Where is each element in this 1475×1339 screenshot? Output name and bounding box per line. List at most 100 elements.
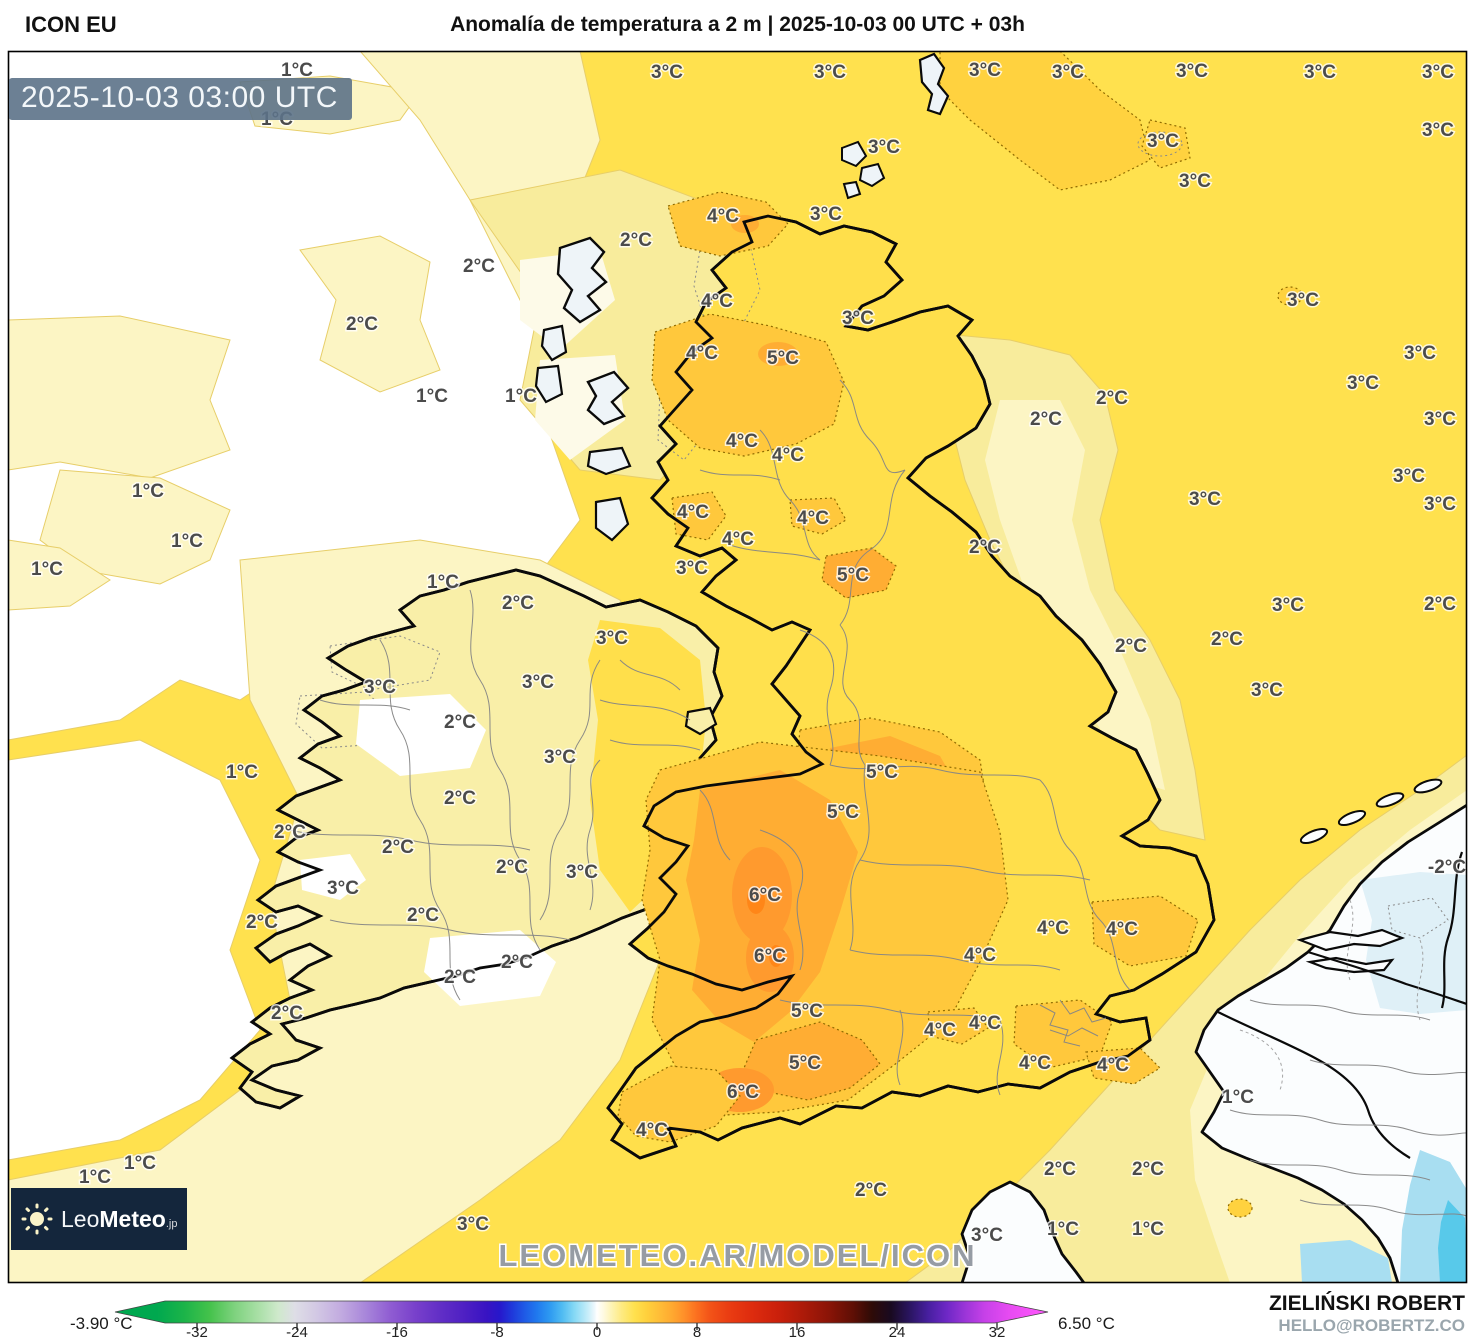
sengland-5c (743, 1021, 881, 1101)
continent-admin (1229, 1109, 1467, 1136)
temp-label: 5°C (767, 348, 799, 369)
kent-4c (1085, 1047, 1161, 1085)
temp-label: 3°C (566, 862, 598, 883)
temp-label: 2°C (463, 256, 495, 277)
logo-part1: Leo (61, 1205, 100, 1232)
temp-label: 1°C (124, 1153, 156, 1174)
isle-of-mull (586, 446, 632, 476)
temp-label: 3°C (544, 747, 576, 768)
colorbar-tick-label: -8 (490, 1324, 503, 1339)
country-border-be-fr (1217, 1011, 1411, 1159)
temp-label: 2°C (855, 1180, 887, 1201)
temp-label: 3°C (1251, 680, 1283, 701)
colorbar-min-label: -3.90 °C (70, 1314, 133, 1333)
continent-admin (1249, 1159, 1431, 1181)
temp-label: 3°C (1422, 62, 1454, 83)
sea-1c-patch (8, 315, 231, 479)
scotland-4c-low2 (789, 497, 847, 535)
sea-1c-patch (8, 539, 111, 611)
continent-admin (1249, 999, 1431, 1021)
temp-label: 5°C (866, 762, 898, 783)
temp-label: 3°C (596, 628, 628, 649)
temperature-labels: 3°C3°C3°C3°C3°C3°C3°C3°C3°C3°C3°C1°C1°C4… (30, 59, 1467, 1248)
continent-contour (1346, 899, 1354, 981)
temp-label: 2°C (346, 314, 378, 335)
temp-label: 3°C (969, 60, 1001, 81)
temp-label: 2°C (1044, 1159, 1076, 1180)
colorbar-max-label: 6.50 °C (1058, 1314, 1115, 1333)
atlantic-white-south (8, 739, 261, 1161)
orkney1 (841, 140, 868, 168)
temp-label: 4°C (924, 1020, 956, 1041)
sea-1c-patch (299, 235, 441, 393)
wales-6c-core2 (769, 945, 783, 967)
temp-label: 3°C (1304, 62, 1336, 83)
watermark: LEOMETEO.AR/MODEL/ICON (498, 1238, 977, 1273)
colorbar-gradient-bar (114, 1300, 1049, 1324)
continent-blue1 (1360, 872, 1467, 1014)
hebrides-lewis (556, 236, 608, 324)
temp-label: 2°C (1211, 629, 1243, 650)
page-title: Anomalía de temperatura a 2 m | 2025-10-… (450, 13, 1025, 36)
temp-label: 3°C (1147, 131, 1179, 152)
colorbar: -32 -24 -16 -8 0 8 16 24 32 (114, 1300, 1049, 1339)
hebrides-uist2 (534, 364, 564, 404)
temp-label: 2°C (1115, 636, 1147, 657)
eastanglia-4c (1091, 895, 1199, 967)
temp-label: 3°C (971, 1225, 1003, 1246)
wales-6c-core (747, 886, 765, 914)
temp-label: 6°C (749, 885, 781, 906)
temp-label: 3°C (1347, 373, 1379, 394)
temp-label: 3°C (814, 62, 846, 83)
author-contact: HELLO@ROBERTZ.CO (1278, 1316, 1465, 1335)
temp-label: 3°C (364, 677, 396, 698)
temp-label: 4°C (797, 508, 829, 529)
temp-label: 2°C (1030, 409, 1062, 430)
temp-label: 5°C (789, 1053, 821, 1074)
temp-label: 2°C (620, 230, 652, 251)
temp-label: 3°C (1189, 489, 1221, 510)
temp-label: 2°C (501, 952, 533, 973)
sea-1c-east-core (985, 400, 1165, 790)
temp-label: 3°C (1052, 62, 1084, 83)
continent-coastline (1194, 803, 1467, 1283)
temp-label: 2°C (246, 912, 278, 933)
temp-label: 3°C (1179, 171, 1211, 192)
temp-label: 1°C (1222, 1087, 1254, 1108)
temp-label: 6°C (754, 946, 786, 967)
temp-label: 2°C (444, 967, 476, 988)
orkney2 (858, 162, 886, 188)
colorbar-ticks: -32 -24 -16 -8 0 8 16 24 32 (186, 1323, 1005, 1339)
temp-label: 4°C (1097, 1055, 1129, 1076)
zeeland-island1 (1296, 928, 1406, 952)
temp-label: 1°C (427, 572, 459, 593)
temp-label: 4°C (1019, 1053, 1051, 1074)
temp-label: 3°C (1404, 343, 1436, 364)
continent-blue2b (1300, 1240, 1392, 1283)
temp-label: 3°C (868, 137, 900, 158)
temp-label: 3°C (810, 204, 842, 225)
logo-text: LeoMeteo.jp (61, 1206, 177, 1233)
colorbar-tick-label: 0 (593, 1324, 601, 1339)
temp-label: 4°C (701, 291, 733, 312)
scotland-5c-spot2 (758, 342, 798, 366)
temp-label: 2°C (382, 837, 414, 858)
temp-label: 1°C (1132, 1219, 1164, 1240)
temp-label: 3°C (1393, 466, 1425, 487)
map-layers: 3°C3°C3°C3°C3°C3°C3°C3°C3°C3°C3°C1°C1°C4… (8, 51, 1467, 1283)
uk-county-boundaries (699, 379, 1131, 1096)
temp-label: 4°C (772, 445, 804, 466)
temp-label: 1°C (1047, 1219, 1079, 1240)
temp-label: 4°C (969, 1013, 1001, 1034)
sengland-4c-small (927, 1007, 989, 1045)
temp-label: 2°C (407, 905, 439, 926)
temp-label: 3°C (1287, 290, 1319, 311)
temp-label: -2°C (1428, 857, 1466, 878)
temp-label: 2°C (1424, 594, 1456, 615)
temp-label: 3°C (327, 878, 359, 899)
temp-label: 3°C (651, 62, 683, 83)
temp-label: 3°C (1422, 120, 1454, 141)
temp-label: 3°C (457, 1214, 489, 1235)
